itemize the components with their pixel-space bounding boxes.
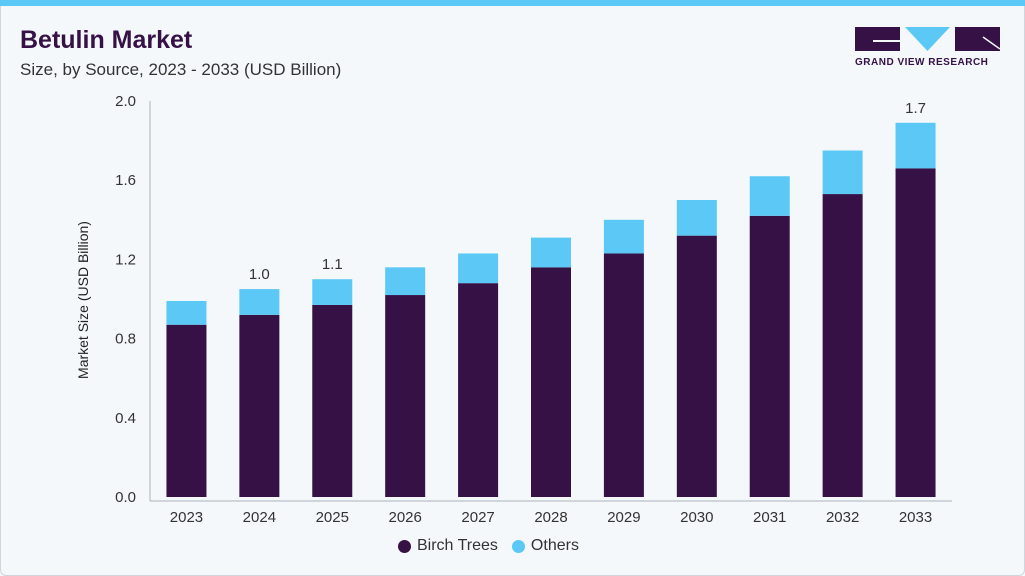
accent-bar [0, 0, 1025, 6]
bar-others-2026 [385, 267, 426, 296]
x-tick-label: 2033 [899, 509, 932, 526]
legend-item-birch-trees: Birch Trees [398, 537, 498, 555]
x-tick-label: 2025 [316, 509, 349, 526]
legend-label: Birch Trees [417, 537, 498, 554]
legend: Birch Trees Others [398, 537, 579, 555]
data-label: 1.0 [249, 266, 270, 283]
bar-others-2033 [895, 122, 936, 169]
bar-others-2030 [676, 200, 717, 236]
bar-others-2032 [822, 150, 863, 195]
bar-birch-trees-2032 [822, 194, 863, 497]
x-tick-label: 2032 [826, 509, 859, 526]
x-tick-label: 2027 [461, 509, 494, 526]
bar-others-2025 [312, 279, 353, 305]
bar-birch-trees-2025 [312, 304, 353, 497]
chart-title: Betulin Market [20, 26, 193, 54]
y-tick-label: 1.6 [115, 172, 136, 189]
legend-label: Others [530, 537, 579, 554]
y-axis-label: Market Size (USD Billion) [75, 221, 91, 379]
bar-others-2024 [239, 289, 280, 315]
bar-birch-trees-2030 [676, 235, 717, 497]
bar-birch-trees-2024 [239, 314, 280, 497]
x-tick-label: 2026 [388, 509, 421, 526]
bar-birch-trees-2033 [895, 168, 936, 497]
bar-others-2023 [166, 300, 207, 325]
y-tick-label: 0.0 [115, 489, 136, 506]
logo-text: GRAND VIEW RESEARCH [855, 57, 989, 68]
x-tick-label: 2028 [534, 509, 567, 526]
data-label: 1.1 [322, 256, 343, 273]
bar-others-2028 [531, 237, 571, 268]
y-tick-label: 2.0 [115, 93, 136, 110]
x-tick-label: 2030 [680, 509, 713, 526]
bar-others-2029 [603, 219, 644, 254]
bar-birch-trees-2031 [749, 215, 790, 497]
grand-view-research-logo [855, 27, 1000, 51]
bar-others-2031 [749, 176, 790, 216]
legend-swatch [511, 539, 525, 553]
y-tick-label: 1.2 [115, 251, 136, 268]
bar-birch-trees-2028 [531, 267, 571, 497]
legend-item-others: Others [511, 537, 579, 555]
x-tick-label: 2029 [607, 509, 640, 526]
legend-swatch [398, 539, 411, 553]
x-tick-label: 2023 [170, 509, 203, 526]
chart-subtitle: Size, by Source, 2023 - 2033 (USD Billio… [20, 60, 342, 79]
bar-birch-trees-2029 [603, 253, 644, 497]
x-tick-label: 2024 [243, 509, 276, 526]
y-tick-label: 0.4 [115, 410, 136, 427]
data-label: 1.7 [905, 100, 926, 117]
bar-others-2027 [458, 253, 499, 284]
y-tick-label: 0.8 [115, 331, 136, 348]
bar-birch-trees-2026 [385, 295, 426, 497]
bar-birch-trees-2027 [458, 283, 499, 497]
x-tick-label: 2031 [753, 509, 786, 526]
bar-birch-trees-2023 [166, 324, 207, 497]
